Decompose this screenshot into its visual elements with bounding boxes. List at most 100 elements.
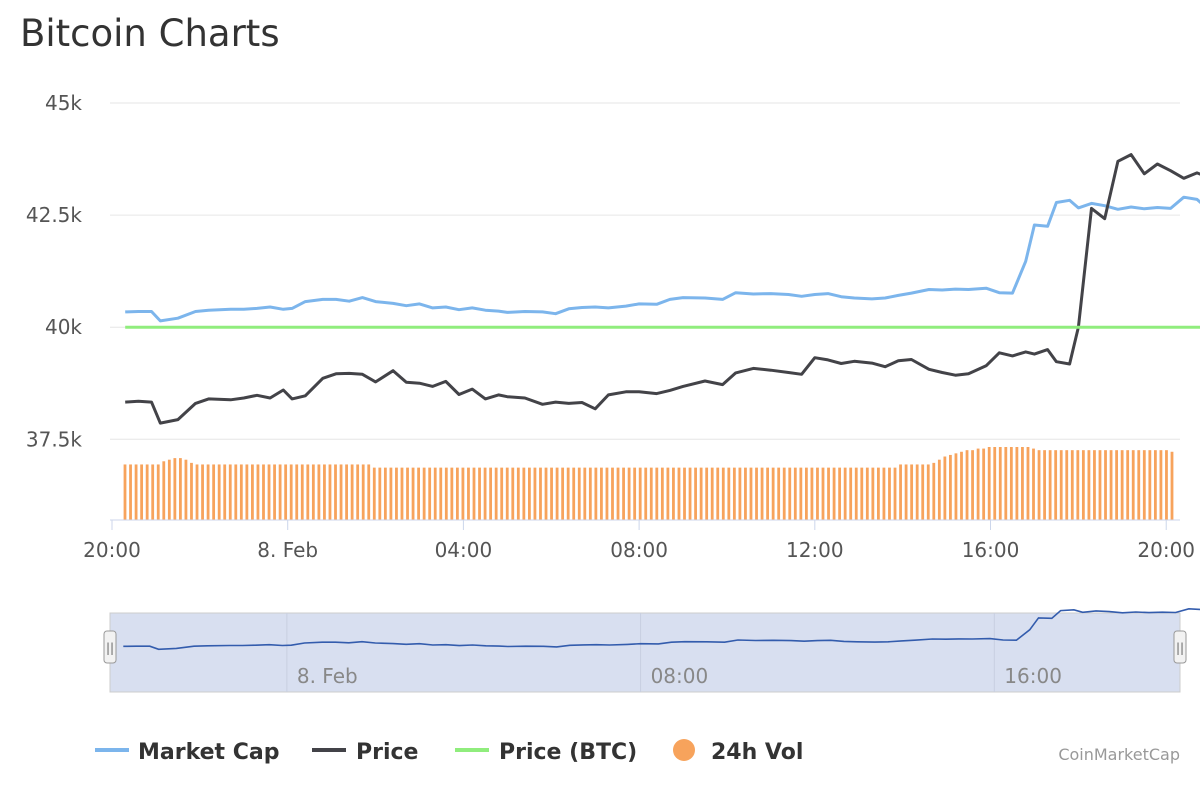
volume-bar	[450, 467, 454, 520]
navigator-handle-right[interactable]	[1173, 630, 1187, 664]
volume-bar	[383, 467, 387, 520]
volume-bar	[1131, 450, 1135, 520]
volume-bar	[882, 467, 886, 520]
volume-bar	[217, 464, 221, 520]
volume-bar	[1004, 447, 1008, 520]
y-tick-label: 40k	[45, 315, 82, 339]
volume-bar	[915, 464, 919, 520]
x-axis: 20:00 8. Feb 04:00 08:00 12:00 16:00 20:00	[83, 519, 1195, 562]
volume-bar	[721, 467, 725, 520]
volume-bar	[987, 447, 991, 520]
volume-bar	[129, 464, 132, 520]
volume-bar	[1104, 450, 1107, 520]
legend-item[interactable]: 24h Vol	[673, 739, 803, 765]
legend: Market Cap Price Price (BTC) 24h Vol	[95, 739, 803, 765]
volume-bar	[516, 467, 520, 520]
volume-bar	[273, 464, 276, 520]
navigator-tick-label: 08:00	[651, 664, 709, 688]
volume-bar	[539, 467, 542, 520]
volume-bar	[323, 464, 326, 520]
volume-bar	[633, 467, 637, 520]
series-line-price	[125, 153, 1200, 425]
volume-bar	[583, 467, 587, 520]
volume-bar	[400, 467, 404, 520]
legend-symbol	[673, 739, 695, 761]
volume-bar	[1065, 450, 1069, 520]
volume-bar	[605, 467, 609, 520]
volume-bar	[854, 467, 858, 520]
volume-bar	[1087, 450, 1091, 520]
volume-bar	[522, 467, 526, 520]
volume-bar	[683, 467, 686, 520]
volume-bar	[672, 467, 675, 520]
volume-bar	[732, 467, 736, 520]
volume-bar	[793, 467, 797, 520]
volume-bar	[256, 464, 260, 520]
volume-bar	[306, 464, 310, 520]
range-navigator[interactable]: 8. Feb 08:00 16:00 || ||	[103, 607, 1200, 693]
volume-bar	[167, 459, 171, 520]
volume-bar	[799, 467, 803, 520]
volume-bar	[533, 467, 537, 520]
legend-item[interactable]: Market Cap	[95, 740, 279, 765]
volume-bar	[1070, 450, 1074, 520]
volume-bar	[616, 467, 620, 520]
volume-bar	[345, 464, 348, 520]
grip-icon: ||	[106, 641, 114, 655]
volume-bar	[411, 467, 415, 520]
volume-bar	[705, 467, 709, 520]
volume-bar	[472, 467, 476, 520]
volume-bar	[627, 467, 631, 520]
volume-bar	[998, 447, 1002, 520]
x-tick-label: 12:00	[786, 538, 844, 562]
volume-bar	[738, 467, 742, 520]
navigator-line	[123, 607, 1200, 651]
volume-bar	[178, 458, 182, 520]
navigator-selection	[109, 612, 1181, 693]
volume-bar	[489, 467, 493, 520]
volume-bar	[965, 450, 969, 520]
volume-bar	[849, 467, 853, 520]
volume-bar	[993, 447, 997, 520]
volume-bar	[688, 467, 692, 520]
volume-bar	[289, 464, 293, 520]
volume-bar	[439, 467, 443, 520]
volume-bar	[544, 467, 548, 520]
volume-bar	[771, 467, 775, 520]
price-series	[125, 153, 1200, 425]
volume-bar	[910, 464, 914, 520]
volume-bar	[594, 467, 598, 520]
volume-bar	[1165, 450, 1168, 520]
volume-bar	[638, 467, 642, 520]
volume-bar	[1043, 450, 1046, 520]
volume-bar	[389, 467, 393, 520]
volume-bar	[311, 464, 315, 520]
credit-link[interactable]: CoinMarketCap	[1058, 745, 1180, 764]
volume-bar	[644, 467, 648, 520]
x-tick-label: 20:00	[1137, 538, 1195, 562]
volume-bar	[1009, 447, 1013, 520]
volume-bar	[843, 467, 847, 520]
volume-bar	[666, 467, 670, 520]
volume-bar	[566, 467, 570, 520]
volume-bar	[1159, 450, 1163, 520]
legend-label: Price	[356, 740, 418, 765]
volume-bar	[1120, 450, 1124, 520]
volume-bar	[827, 467, 830, 520]
y-gridlines	[110, 102, 1180, 440]
volume-bar	[577, 467, 581, 520]
volume-bar	[223, 464, 227, 520]
volume-bar	[1153, 450, 1157, 520]
volume-bar	[816, 467, 819, 520]
legend-item[interactable]: Price (BTC)	[455, 740, 637, 765]
volume-bar	[871, 467, 875, 520]
volume-bar	[1148, 450, 1152, 520]
volume-bar	[494, 467, 498, 520]
volume-bar	[134, 464, 138, 520]
volume-bar	[444, 467, 448, 520]
volume-bar	[1115, 450, 1119, 520]
legend-label: Market Cap	[138, 740, 279, 765]
navigator-handle-left[interactable]	[103, 630, 117, 664]
x-tick-label: 04:00	[435, 538, 493, 562]
legend-item[interactable]: Price	[312, 740, 418, 765]
